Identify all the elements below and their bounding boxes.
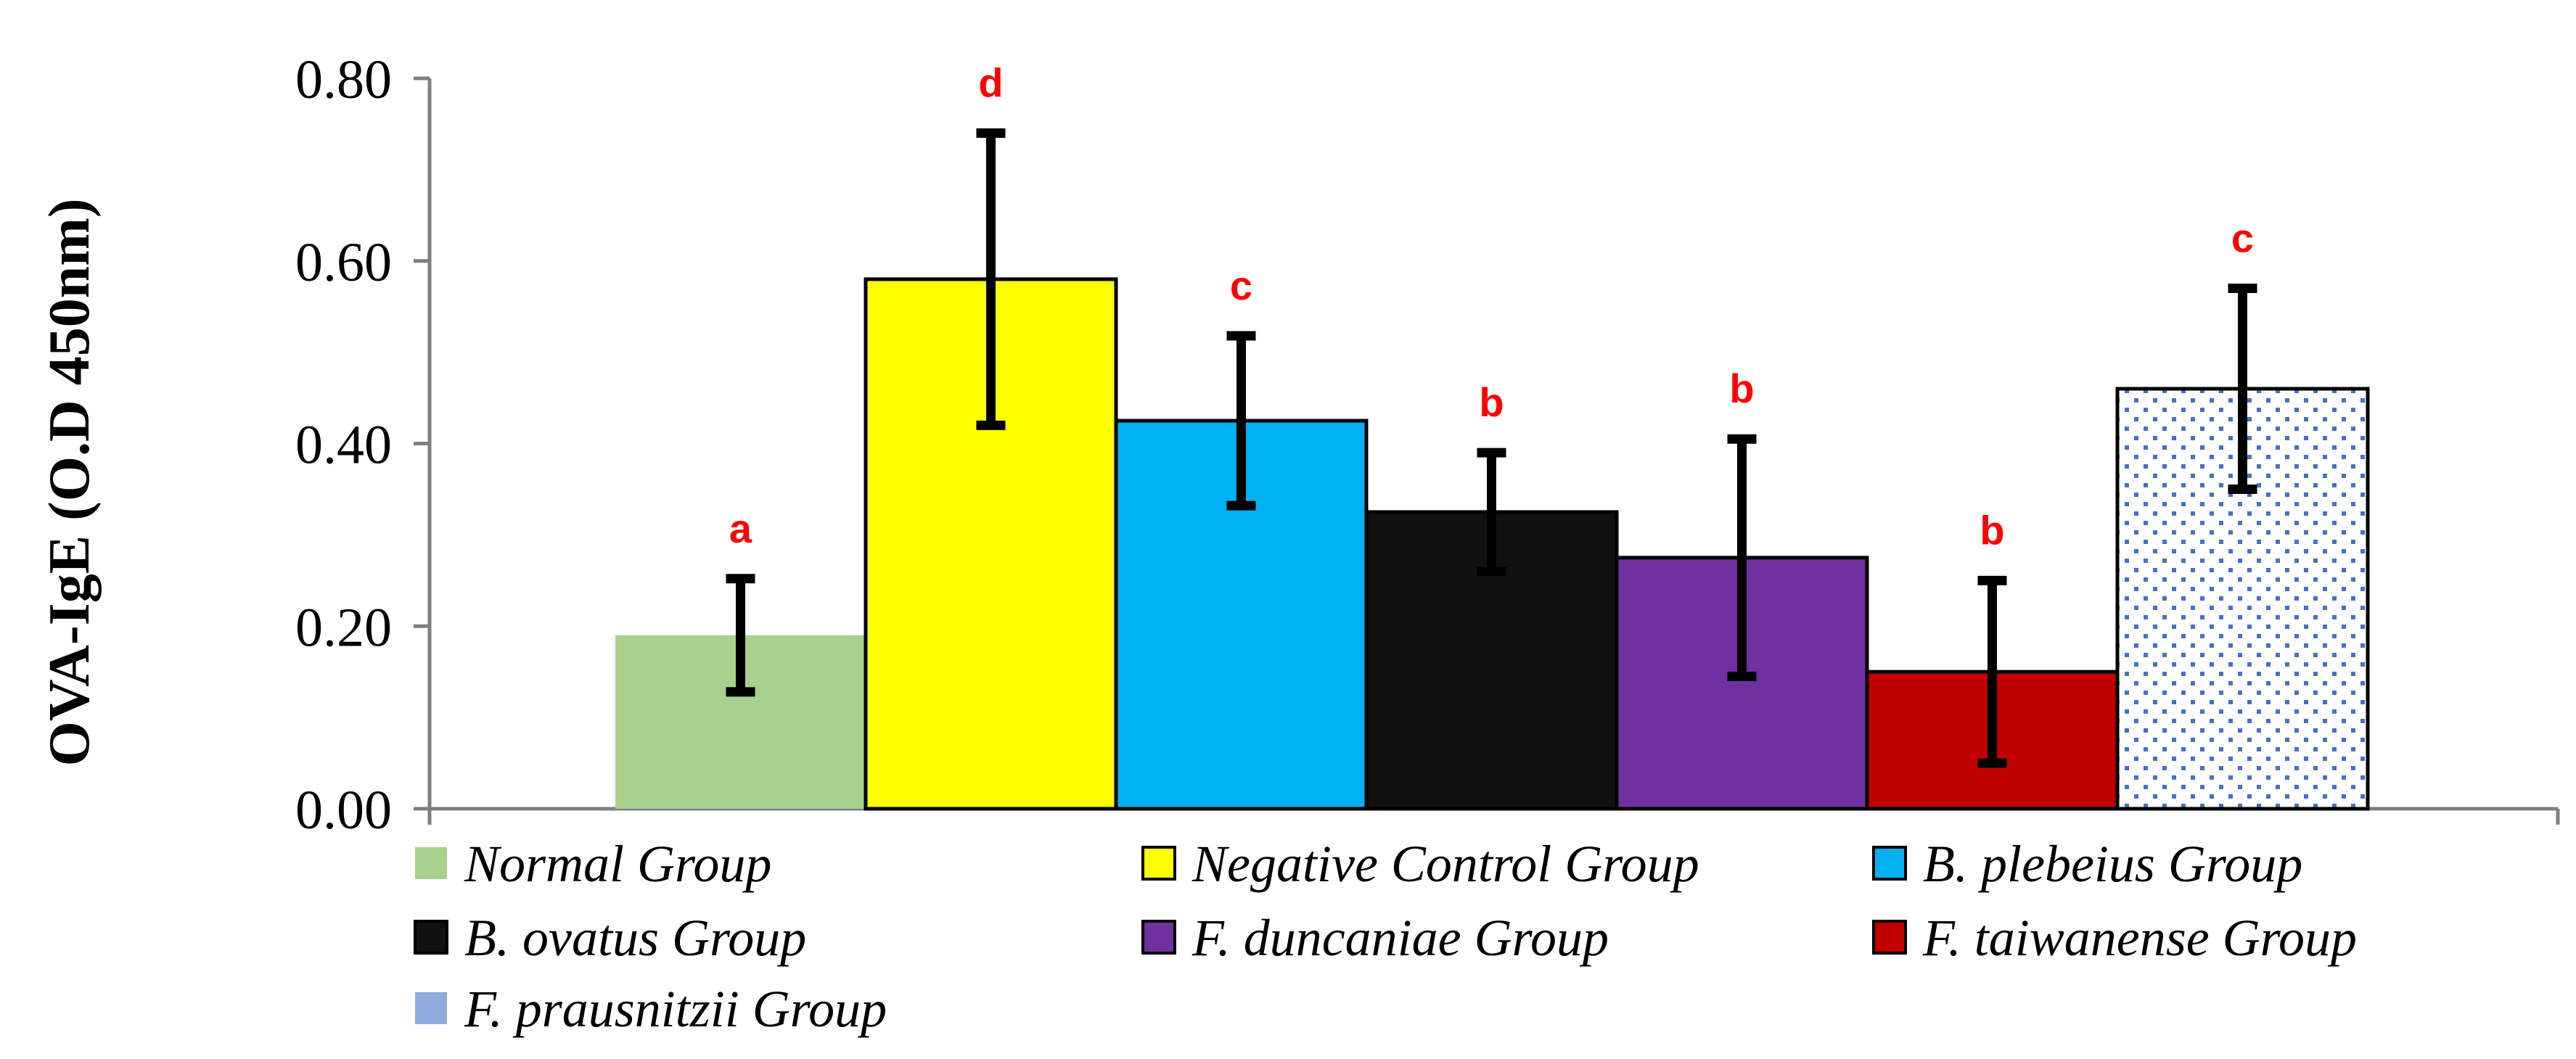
legend-item: B. ovatus Group bbox=[414, 909, 806, 967]
legend-label: F. duncaniae Group bbox=[1191, 909, 1609, 967]
legend-swatch bbox=[1872, 920, 1907, 955]
legend-label: Normal Group bbox=[464, 835, 771, 893]
y-tick-label: 0.80 bbox=[295, 49, 392, 110]
legend-item: F. duncaniae Group bbox=[1141, 909, 1609, 967]
y-tick-label: 0.60 bbox=[295, 232, 392, 293]
legend: Normal Group Negative Control Group B. ple… bbox=[414, 835, 2357, 1038]
legend-swatch bbox=[1872, 846, 1907, 881]
legend-swatch bbox=[1141, 846, 1176, 881]
legend-swatch bbox=[415, 992, 447, 1024]
legend-label: F. taiwanense Group bbox=[1922, 909, 2357, 967]
y-axis-title: OVA-IgE (O.D 450nm) bbox=[38, 198, 102, 766]
legend-swatch bbox=[1141, 920, 1176, 955]
legend-item: Normal Group bbox=[415, 835, 771, 893]
significance-label: a bbox=[729, 506, 752, 551]
legend-item: F. prausnitzii Group bbox=[415, 980, 887, 1038]
significance-label: b bbox=[1729, 366, 1754, 411]
legend-item: B. plebeius Group bbox=[1872, 835, 2302, 893]
legend-label: B. plebeius Group bbox=[1923, 835, 2302, 893]
y-tick-label: 0.40 bbox=[295, 415, 392, 476]
legend-label: Negative Control Group bbox=[1191, 835, 1699, 893]
legend-label: F. prausnitzii Group bbox=[464, 980, 887, 1038]
significance-label: c bbox=[1230, 263, 1252, 308]
significance-label: b bbox=[1980, 507, 2004, 553]
y-tick-label: 0.20 bbox=[295, 597, 392, 658]
bars-group bbox=[615, 277, 2370, 811]
legend-swatch bbox=[414, 920, 448, 955]
significance-label: d bbox=[978, 60, 1003, 106]
legend-item: Negative Control Group bbox=[1141, 835, 1699, 893]
legend-swatch bbox=[415, 847, 447, 879]
error-bars-group bbox=[726, 128, 2257, 768]
significance-labels-group: a d c b b b c bbox=[729, 60, 2254, 553]
legend-item: F. taiwanense Group bbox=[1872, 909, 2357, 967]
significance-label: b bbox=[1479, 379, 1504, 425]
significance-label: c bbox=[2231, 215, 2254, 261]
legend-label: B. ovatus Group bbox=[464, 909, 806, 967]
y-tick-label: 0.00 bbox=[295, 780, 392, 841]
